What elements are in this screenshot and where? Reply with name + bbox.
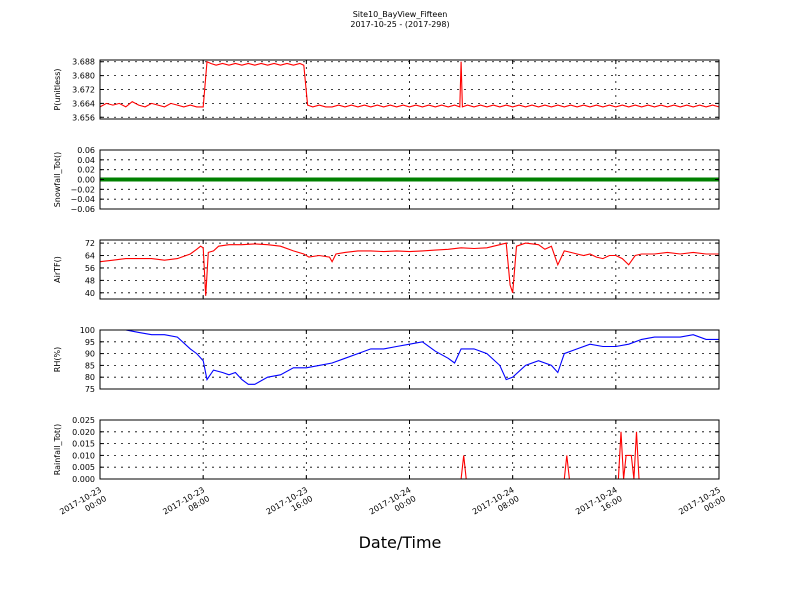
y-tick-label: 0.010 [72,451,95,460]
y-axis-label: Rainfall_Tot() [53,424,62,476]
y-tick-label: 3.656 [72,113,95,122]
x-axis-label: Date/Time [358,533,442,552]
y-tick-label: 95 [85,338,95,347]
y-tick-label: 48 [85,276,95,285]
y-tick-label: 64 [85,252,95,261]
y-axis-label: AirTF() [53,256,62,283]
y-tick-label: −0.02 [70,185,95,194]
y-tick-label: 0.000 [72,475,95,484]
y-axis-label: Snowfall_Tot() [53,152,62,208]
y-tick-label: 3.688 [72,58,95,67]
y-tick-label: 0.020 [72,428,95,437]
figure-title-line2: 2017-10-25 - (2017-298) [350,20,450,29]
y-tick-label: 75 [85,385,95,394]
y-tick-label: 3.672 [72,86,95,95]
y-tick-label: 100 [80,326,95,335]
y-tick-label: 80 [85,373,95,382]
y-tick-label: 0.00 [77,176,95,185]
figure-title: Site10_BayView_Fifteen 2017-10-25 - (201… [0,10,800,30]
y-tick-label: 0.04 [77,156,95,165]
y-tick-label: −0.06 [70,205,95,214]
y-tick-label: 85 [85,361,95,370]
y-tick-label: 90 [85,350,95,359]
y-tick-label: 0.005 [72,463,95,472]
figure-title-line1: Site10_BayView_Fifteen [352,10,448,19]
y-tick-label: 3.664 [72,99,95,108]
y-tick-label: 0.06 [77,146,95,155]
series-line-5 [100,431,719,480]
y-tick-label: 40 [85,289,95,298]
y-tick-label: 0.02 [77,166,95,175]
y-tick-label: 56 [85,264,95,273]
y-tick-label: 0.025 [72,416,95,425]
y-tick-label: 0.015 [72,440,95,449]
series-line-1 [99,60,720,108]
series-line-3 [99,242,719,296]
series-line-4 [100,329,719,385]
y-axis-label: P(unitless) [53,68,62,110]
y-tick-label: 3.680 [72,72,95,81]
y-axis-label: RH(%) [53,347,62,372]
y-tick-label: −0.04 [70,195,95,204]
y-tick-label: 72 [85,239,95,248]
